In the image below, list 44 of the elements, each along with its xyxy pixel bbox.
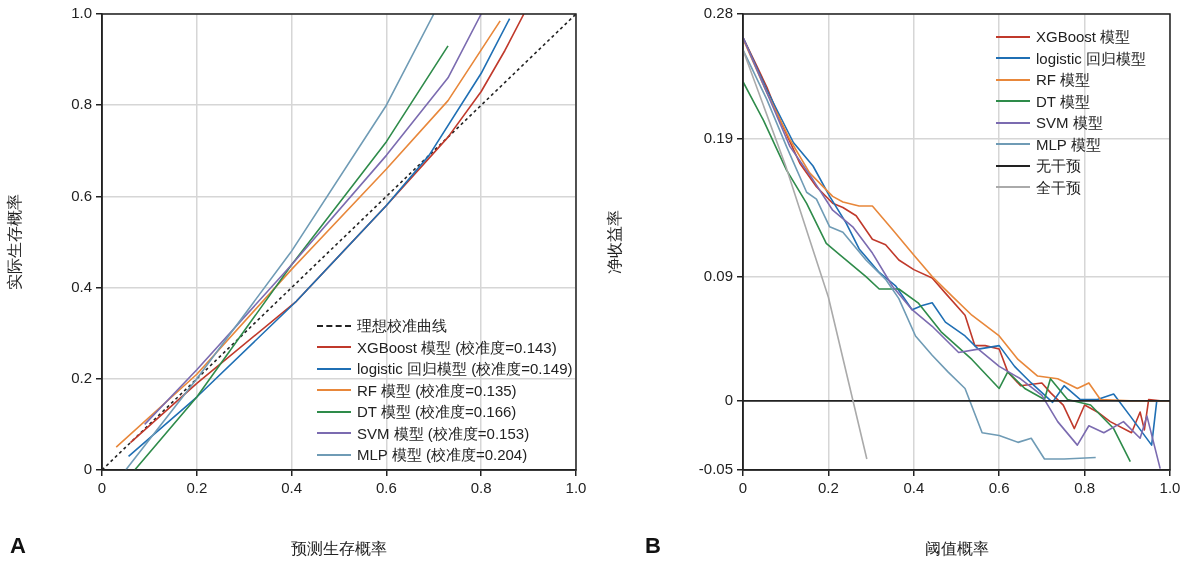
y-tick-label: 0.8 <box>71 95 92 113</box>
y-tick-label: 0 <box>83 460 92 478</box>
legend-label: 无干预 <box>1036 156 1081 176</box>
y-tick-label: 0 <box>724 391 733 409</box>
x-tick-label: 0.2 <box>186 479 208 497</box>
text: B <box>645 533 661 559</box>
y-axis-title: 实际生存概率 <box>6 194 24 290</box>
x-tick-label: 0.8 <box>1074 479 1096 497</box>
legend-label: logistic 回归模型 <box>1036 48 1147 69</box>
legend-label: SVM 模型 <box>1036 113 1103 133</box>
x-tick-label: 0.2 <box>817 479 839 497</box>
x-axis-title: 预测生存概率 <box>291 539 387 557</box>
y-tick-label: 0.2 <box>71 368 92 386</box>
x-tick-label: 0.8 <box>470 479 492 497</box>
legend-label: MLP 模型 (校准度=0.204) <box>357 445 528 465</box>
legend-label: 全干预 <box>1036 177 1081 198</box>
y-tick-label: 0.28 <box>703 4 733 22</box>
legend-label: XGBoost 模型 (校准度=0.143) <box>357 337 557 358</box>
y-tick-label: 0.19 <box>703 128 733 146</box>
y-tick-label: -0.05 <box>698 460 733 478</box>
legend-label: RF 模型 (校准度=0.135) <box>357 380 517 401</box>
legend-label: DT 模型 <box>1036 91 1090 112</box>
y-tick-label: 0.6 <box>71 186 92 204</box>
legend-label: SVM 模型 (校准度=0.153) <box>357 423 530 444</box>
y-tick-label: 1.0 <box>71 4 92 22</box>
x-tick-label: 0.6 <box>375 479 397 497</box>
x-tick-label: 0.4 <box>281 479 303 497</box>
y-tick-label: 0.09 <box>703 266 733 284</box>
x-tick-label: 0 <box>97 479 107 497</box>
legend-label: 理想校准曲线 <box>357 316 447 336</box>
y-axis-title: 净收益率 <box>606 210 624 274</box>
x-tick-label: 0.4 <box>903 479 925 497</box>
legend-label: DT 模型 (校准度=0.166) <box>357 402 517 422</box>
y-tick-label: 0.4 <box>71 277 92 295</box>
x-tick-label: 0.6 <box>988 479 1010 497</box>
legend-label: RF 模型 <box>1036 70 1091 90</box>
legend-label: XGBoost 模型 <box>1036 27 1131 47</box>
x-axis-title: 阈值概率 <box>924 539 989 557</box>
text: A <box>10 533 26 559</box>
x-tick-label: 1.0 <box>1159 479 1181 497</box>
legend-label: logistic 回归模型 (校准度=0.149) <box>357 359 573 379</box>
legend-label: MLP 模型 <box>1036 134 1101 155</box>
x-tick-label: 1.0 <box>565 479 587 497</box>
x-tick-label: 0 <box>738 479 748 497</box>
